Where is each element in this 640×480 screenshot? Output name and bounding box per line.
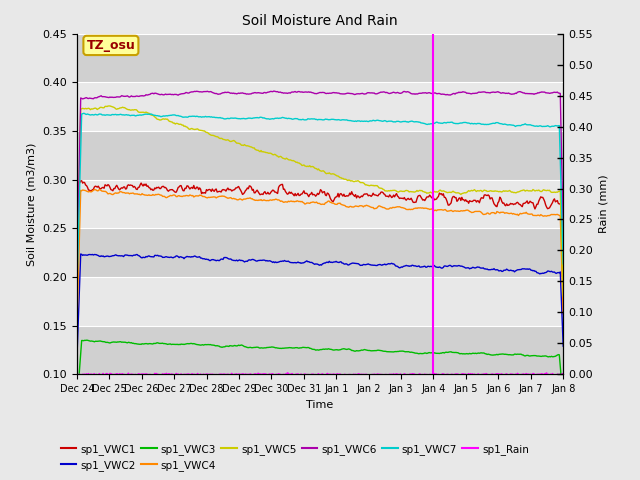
sp1_VWC2 <box>308 260 316 265</box>
sp1_VWC4 <box>305 200 312 206</box>
sp1_VWC5 <box>105 103 113 109</box>
sp1_VWC7 <box>73 290 81 296</box>
sp1_VWC1 <box>472 199 480 205</box>
sp1_VWC4 <box>73 328 81 334</box>
Line: sp1_Rain: sp1_Rain <box>77 373 563 376</box>
sp1_VWC7 <box>364 119 371 124</box>
sp1_Rain <box>550 372 557 378</box>
sp1_VWC5 <box>364 182 371 188</box>
sp1_VWC4 <box>90 187 98 192</box>
sp1_Rain <box>306 372 314 378</box>
sp1_VWC5 <box>308 164 316 169</box>
sp1_VWC4 <box>337 201 345 207</box>
sp1_VWC3 <box>305 345 312 350</box>
Line: sp1_VWC1: sp1_VWC1 <box>77 181 563 314</box>
sp1_VWC2 <box>472 264 480 270</box>
Bar <box>77 131 563 180</box>
sp1_VWC6 <box>270 88 278 94</box>
sp1_VWC1 <box>78 178 86 184</box>
Line: sp1_VWC7: sp1_VWC7 <box>77 113 563 293</box>
sp1_VWC3 <box>73 403 81 409</box>
sp1_VWC2 <box>73 359 81 365</box>
Y-axis label: Soil Moisture (m3/m3): Soil Moisture (m3/m3) <box>27 142 36 266</box>
sp1_VWC5 <box>548 190 556 195</box>
Bar <box>77 277 563 326</box>
sp1_VWC6 <box>305 89 312 95</box>
sp1_VWC2 <box>77 251 84 257</box>
sp1_VWC5 <box>337 175 345 180</box>
sp1_Rain <box>73 371 81 377</box>
Text: TZ_osu: TZ_osu <box>86 39 135 52</box>
sp1_VWC1 <box>308 190 316 195</box>
Bar <box>77 34 563 82</box>
sp1_VWC3 <box>364 347 371 353</box>
sp1_VWC1 <box>559 311 567 317</box>
Line: sp1_VWC4: sp1_VWC4 <box>77 190 563 331</box>
sp1_VWC6 <box>548 90 556 96</box>
sp1_Rain <box>309 372 317 377</box>
Bar <box>77 326 563 374</box>
sp1_Rain <box>338 372 346 378</box>
sp1_VWC7 <box>308 116 316 122</box>
sp1_VWC4 <box>559 310 567 315</box>
sp1_VWC4 <box>472 209 480 215</box>
sp1_VWC1 <box>548 200 556 205</box>
sp1_VWC4 <box>308 200 316 205</box>
Legend: sp1_VWC1, sp1_VWC2, sp1_VWC3, sp1_VWC4, sp1_VWC5, sp1_VWC6, sp1_VWC7, sp1_Rain: sp1_VWC1, sp1_VWC2, sp1_VWC3, sp1_VWC4, … <box>56 439 533 475</box>
sp1_VWC7 <box>559 261 567 267</box>
Y-axis label: Rain (mm): Rain (mm) <box>598 175 609 233</box>
sp1_VWC7 <box>472 121 480 127</box>
sp1_VWC2 <box>337 259 345 264</box>
sp1_VWC3 <box>548 354 556 360</box>
sp1_VWC6 <box>337 91 345 96</box>
sp1_VWC1 <box>305 194 312 200</box>
sp1_Rain <box>284 370 291 376</box>
Bar <box>77 82 563 131</box>
sp1_VWC4 <box>364 203 371 208</box>
sp1_VWC3 <box>472 351 480 357</box>
sp1_VWC7 <box>337 117 345 123</box>
Title: Soil Moisture And Rain: Soil Moisture And Rain <box>242 14 398 28</box>
Line: sp1_VWC5: sp1_VWC5 <box>77 106 563 296</box>
sp1_VWC6 <box>559 232 567 238</box>
sp1_VWC2 <box>364 262 371 267</box>
sp1_VWC5 <box>73 288 81 293</box>
sp1_Rain <box>364 372 372 378</box>
sp1_Rain <box>559 372 567 377</box>
sp1_VWC2 <box>548 269 556 275</box>
Line: sp1_VWC3: sp1_VWC3 <box>77 340 563 406</box>
X-axis label: Time: Time <box>307 400 333 409</box>
sp1_VWC5 <box>559 293 567 299</box>
Line: sp1_VWC2: sp1_VWC2 <box>77 254 563 362</box>
sp1_Rain <box>93 373 101 379</box>
sp1_VWC2 <box>305 259 312 264</box>
Bar <box>77 228 563 277</box>
sp1_VWC7 <box>80 110 88 116</box>
sp1_VWC6 <box>73 282 81 288</box>
sp1_VWC1 <box>364 191 371 197</box>
sp1_Rain <box>474 372 481 377</box>
sp1_VWC5 <box>305 164 312 169</box>
sp1_VWC6 <box>472 90 480 96</box>
sp1_VWC2 <box>559 343 567 349</box>
sp1_VWC1 <box>337 191 345 196</box>
sp1_VWC6 <box>308 90 316 96</box>
sp1_VWC3 <box>83 337 90 343</box>
sp1_VWC7 <box>548 123 556 129</box>
Line: sp1_VWC6: sp1_VWC6 <box>77 91 563 285</box>
sp1_VWC3 <box>337 347 345 352</box>
sp1_VWC6 <box>364 90 371 96</box>
Bar <box>77 180 563 228</box>
sp1_VWC3 <box>559 398 567 404</box>
sp1_VWC3 <box>308 346 316 352</box>
sp1_VWC5 <box>472 189 480 194</box>
sp1_VWC4 <box>548 212 556 217</box>
sp1_VWC7 <box>305 116 312 122</box>
sp1_VWC1 <box>73 295 81 301</box>
